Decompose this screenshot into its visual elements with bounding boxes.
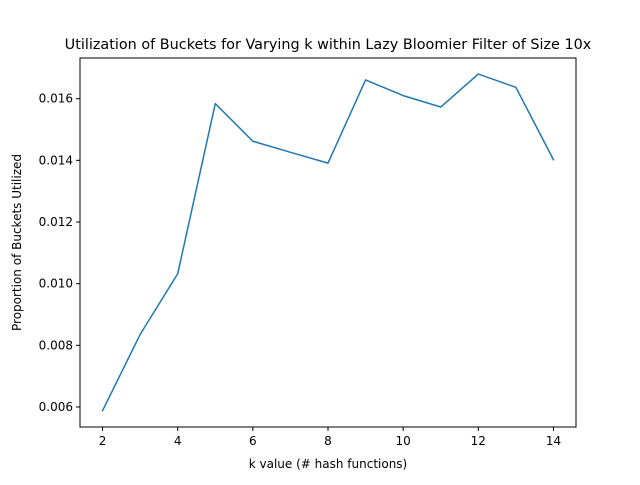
x-axis-title: k value (# hash functions) xyxy=(249,457,408,471)
y-tick-label: 0.010 xyxy=(39,277,73,291)
y-tick-label: 0.014 xyxy=(39,153,73,167)
data-point xyxy=(252,140,254,142)
x-tick-label: 12 xyxy=(471,434,486,448)
x-tick-label: 6 xyxy=(249,434,257,448)
data-point xyxy=(177,273,179,275)
series-line xyxy=(101,73,555,412)
data-point xyxy=(327,162,329,164)
x-tick-label: 2 xyxy=(99,434,107,448)
data-point xyxy=(290,152,292,154)
data-point xyxy=(139,334,141,336)
y-axis-ticks: 0.006 0.008 0.010 0.012 0.014 0.016 xyxy=(39,92,80,414)
data-point xyxy=(440,106,442,108)
x-tick-label: 4 xyxy=(174,434,182,448)
x-axis-ticks: 2 4 6 8 10 12 14 xyxy=(99,427,561,448)
data-point xyxy=(553,159,555,161)
x-tick-label: 14 xyxy=(546,434,561,448)
data-point xyxy=(365,79,367,81)
plot-area xyxy=(80,58,576,427)
series-layer xyxy=(101,73,555,412)
y-axis-title: Proportion of Buckets Utilized xyxy=(10,154,24,331)
data-point xyxy=(515,87,517,89)
plot-frame xyxy=(79,57,577,428)
x-tick-label: 8 xyxy=(324,434,332,448)
chart-title: Utilization of Buckets for Varying k wit… xyxy=(65,37,592,53)
x-tick-label: 10 xyxy=(396,434,411,448)
data-point xyxy=(402,95,404,97)
data-point xyxy=(478,73,480,75)
y-tick-label: 0.008 xyxy=(39,338,73,352)
y-tick-label: 0.016 xyxy=(39,92,73,106)
data-point xyxy=(102,410,104,412)
y-tick-label: 0.006 xyxy=(39,400,73,414)
y-tick-label: 0.012 xyxy=(39,215,73,229)
data-point xyxy=(215,103,217,105)
